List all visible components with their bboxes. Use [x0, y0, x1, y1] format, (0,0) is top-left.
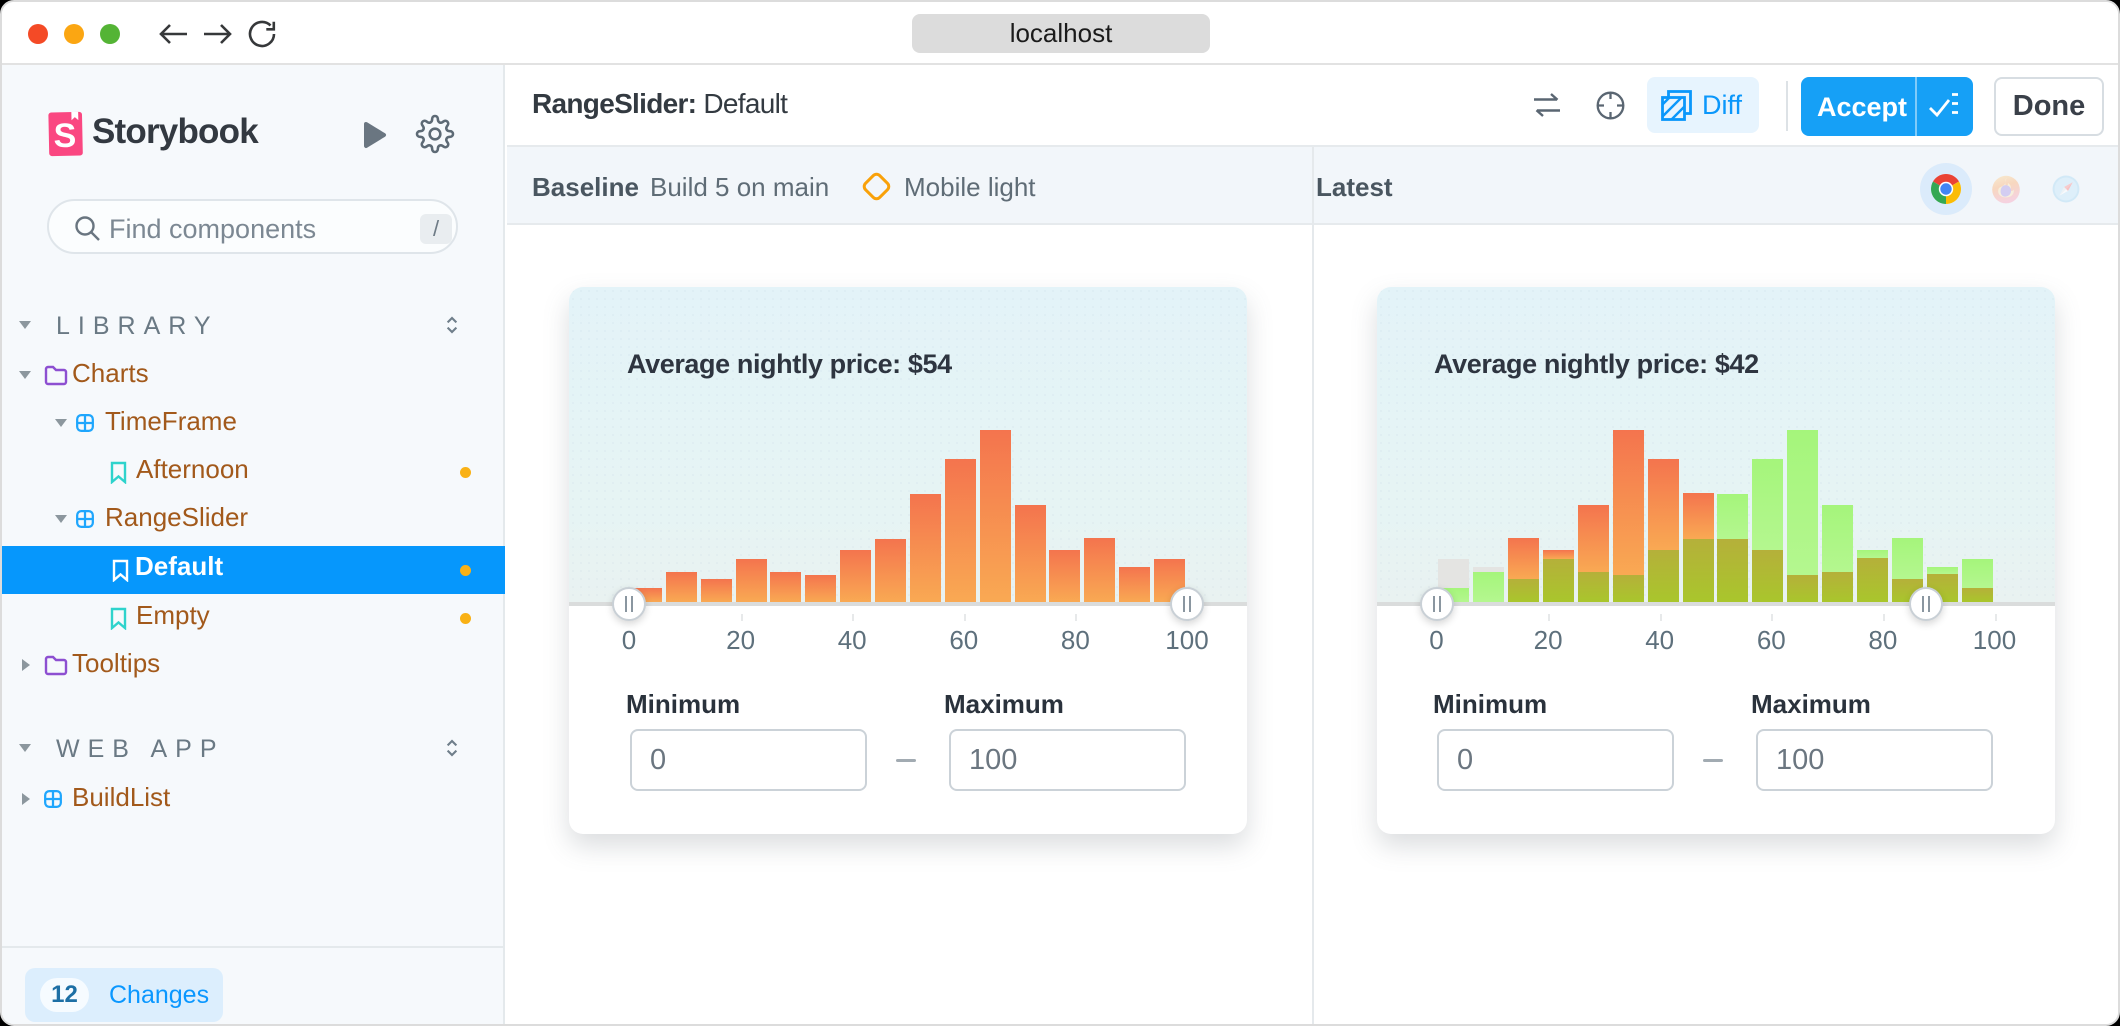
svg-text:S: S	[54, 117, 77, 155]
